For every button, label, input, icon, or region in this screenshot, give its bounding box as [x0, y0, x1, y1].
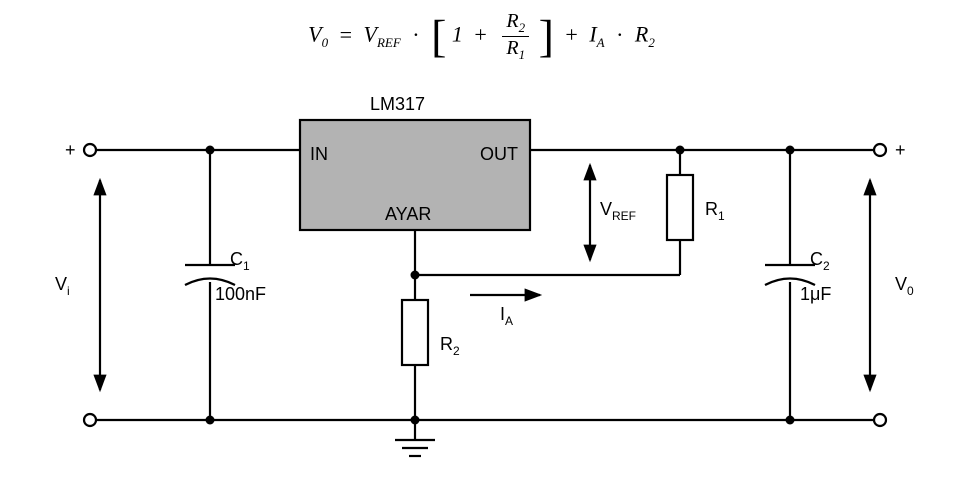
node-c2-top [786, 146, 795, 155]
terminal-in-top [84, 144, 96, 156]
r1-den-sub: 1 [519, 47, 526, 62]
terminal-out-bot [874, 414, 886, 426]
c2-value: 1μF [800, 284, 831, 304]
plus-out-label: + [895, 140, 906, 160]
v0-sub: 0 [322, 35, 329, 50]
r2-term-sub: 2 [648, 35, 655, 50]
node-c2-bot [786, 416, 795, 425]
ia-label: IA [500, 304, 513, 328]
c2-label: C2 [810, 249, 830, 273]
chip-out-pin: OUT [480, 144, 518, 164]
plus-1: + [474, 22, 486, 47]
right-bracket: ] [539, 11, 554, 62]
v0-symbol: V [308, 22, 321, 47]
r2-num: R [506, 10, 518, 32]
vref-label: VREF [600, 199, 636, 223]
vref-symbol: V [363, 22, 376, 47]
r2-term: R [635, 22, 648, 47]
plus-in-label: + [65, 140, 76, 160]
dot-op-1: · [412, 22, 419, 47]
chip-adj-pin: AYAR [385, 204, 431, 224]
r2-over-r1: R2 R1 [502, 10, 529, 63]
terminal-out-top [874, 144, 886, 156]
one-literal: 1 [452, 22, 463, 47]
r1-den: R [506, 37, 518, 59]
node-c1-top [206, 146, 215, 155]
circuit-schematic: + + Vi V0 C1 100nF C2 1μF LM317 IN OUT A… [0, 90, 963, 504]
c1-value: 100nF [215, 284, 266, 304]
r1-body [667, 175, 693, 240]
dot-op-2: · [616, 22, 623, 47]
r1-label: R1 [705, 199, 725, 223]
r2-body [402, 300, 428, 365]
left-bracket: [ [431, 11, 446, 62]
vref-sub: REF [377, 35, 401, 50]
output-voltage-formula: V0 = VREF · [ 1 + R2 R1 ] + IA · R2 [0, 10, 963, 63]
vi-label: Vi [55, 274, 70, 298]
ia-symbol: I [589, 22, 596, 47]
c1-label: C1 [230, 249, 250, 273]
chip-in-pin: IN [310, 144, 328, 164]
r2-num-sub: 2 [519, 20, 526, 35]
chip-label: LM317 [370, 94, 425, 114]
node-r1-top [676, 146, 685, 155]
r2-label: R2 [440, 334, 460, 358]
node-c1-bot [206, 416, 215, 425]
vo-label: V0 [895, 274, 914, 298]
ia-sub: A [597, 35, 605, 50]
plus-2: + [565, 22, 577, 47]
equals-sign: = [340, 22, 352, 47]
terminal-in-bot [84, 414, 96, 426]
